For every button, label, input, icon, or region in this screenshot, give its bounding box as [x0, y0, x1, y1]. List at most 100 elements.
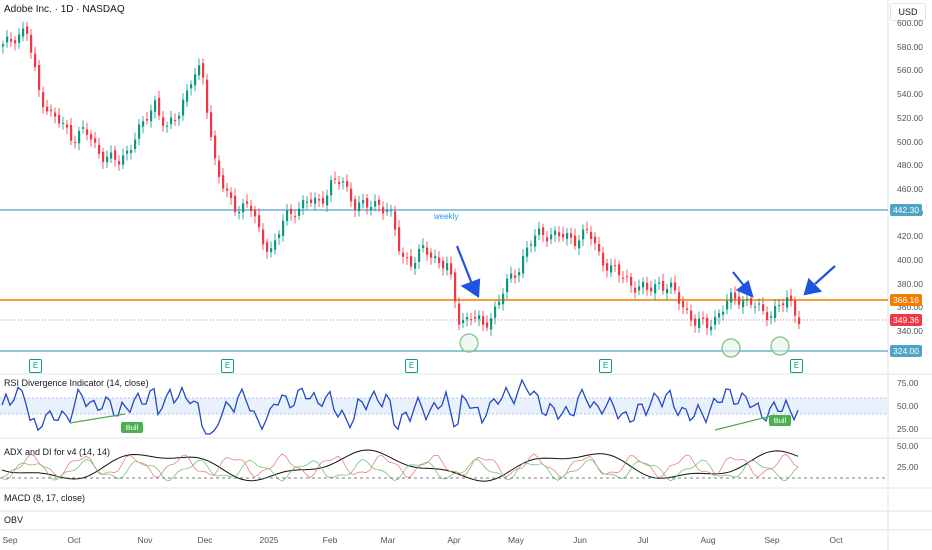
- candle-body: [730, 292, 733, 303]
- candle-body: [14, 40, 17, 44]
- candle-body: [250, 205, 253, 212]
- candle-body: [370, 207, 373, 210]
- candle-body: [742, 300, 745, 308]
- price-axis-label: 340.00: [897, 326, 923, 337]
- candle-body: [634, 287, 637, 293]
- candle-body: [558, 232, 561, 237]
- candle-body: [262, 229, 265, 245]
- macd-pane-title[interactable]: MACD (8, 17, close): [4, 493, 86, 503]
- price-axis-label: 420.00: [897, 231, 923, 242]
- candle-body: [138, 124, 141, 139]
- candle-body: [394, 211, 397, 230]
- low-marker-circle: [721, 338, 741, 358]
- candle-body: [482, 316, 485, 325]
- rsi-pane-title[interactable]: RSI Divergence Indicator (14, close): [4, 378, 149, 388]
- rsi-line: [1, 378, 799, 435]
- low-marker-circle: [770, 336, 790, 356]
- candle-body: [714, 316, 717, 325]
- obv-pane-title[interactable]: OBV: [4, 515, 24, 525]
- candle-body: [186, 90, 189, 102]
- time-axis-label: Dec: [197, 535, 213, 545]
- candle-body: [398, 227, 401, 252]
- candle-body: [646, 282, 649, 290]
- candle-body: [354, 199, 357, 211]
- weekly-annotation-label: weekly: [434, 212, 459, 221]
- chart-title: Adobe Inc. · 1D · NASDAQ: [4, 4, 125, 15]
- adx-pane-title[interactable]: ADX and DI for v4 (14, 14): [4, 447, 111, 457]
- candle-body: [218, 160, 221, 177]
- candle-body: [238, 211, 241, 214]
- candle-body: [782, 303, 785, 306]
- price-axis-label: 540.00: [897, 89, 923, 100]
- earnings-marker[interactable]: E: [405, 359, 418, 373]
- candle-body: [466, 316, 469, 320]
- candle-body: [30, 34, 33, 53]
- candle-body: [754, 306, 757, 308]
- price-axis-label: 560.00: [897, 65, 923, 76]
- price-axis-label: 520.00: [897, 112, 923, 123]
- candle-body: [386, 209, 389, 212]
- bull-divergence-badge: Bull: [121, 422, 143, 433]
- candle-body: [78, 130, 81, 144]
- candle-body: [474, 316, 477, 319]
- candle-body: [162, 117, 165, 126]
- candle-body: [446, 263, 449, 271]
- candle-body: [46, 106, 49, 112]
- rsi-band: [0, 398, 888, 414]
- candle-body: [402, 252, 405, 257]
- candle-body: [610, 265, 613, 273]
- candle-body: [758, 303, 761, 305]
- earnings-marker[interactable]: E: [29, 359, 42, 373]
- candle-body: [178, 115, 181, 119]
- candle-body: [698, 318, 701, 328]
- candle-body: [94, 138, 97, 143]
- candle-body: [614, 265, 617, 267]
- candle-body: [278, 234, 281, 238]
- candle-body: [114, 150, 117, 160]
- candle-body: [154, 100, 157, 112]
- candle-body: [690, 310, 693, 321]
- candle-body: [618, 264, 621, 276]
- candle-body: [274, 240, 277, 250]
- candle-body: [526, 247, 529, 257]
- bull-divergence-badge: Bull: [769, 415, 791, 426]
- candle-body: [414, 262, 417, 269]
- price-axis-label: 480.00: [897, 160, 923, 171]
- candle-body: [118, 161, 121, 165]
- candle-body: [202, 63, 205, 78]
- candle-body: [6, 36, 9, 43]
- di-plus-line: [1, 453, 799, 479]
- candle-body: [338, 182, 341, 185]
- candle-body: [294, 216, 297, 218]
- candle-body: [282, 220, 285, 236]
- candle-body: [542, 227, 545, 236]
- candle-body: [778, 304, 781, 306]
- earnings-marker[interactable]: E: [790, 359, 803, 373]
- arrow-annotation: [803, 265, 836, 296]
- candle-body: [670, 282, 673, 288]
- candle-body: [470, 319, 473, 321]
- candle-body: [330, 180, 333, 196]
- earnings-marker[interactable]: E: [599, 359, 612, 373]
- candle-body: [790, 295, 793, 301]
- time-axis-label: Sep: [764, 535, 780, 545]
- currency-button[interactable]: USD: [890, 3, 926, 21]
- candle-body: [514, 275, 517, 278]
- candle-body: [26, 26, 29, 34]
- candle-body: [42, 92, 45, 108]
- candle-body: [738, 296, 741, 305]
- candle-body: [346, 181, 349, 187]
- candle-body: [650, 287, 653, 292]
- earnings-marker[interactable]: E: [221, 359, 234, 373]
- candle-body: [190, 84, 193, 89]
- time-axis-label: Aug: [700, 535, 716, 545]
- time-axis-label: 2025: [259, 535, 279, 545]
- candle-body: [562, 233, 565, 238]
- candle-body: [18, 34, 21, 43]
- time-axis-label: Oct: [829, 535, 843, 545]
- candle-body: [298, 208, 301, 216]
- candle-body: [66, 124, 69, 128]
- candle-body: [722, 311, 725, 315]
- candle-body: [34, 53, 37, 68]
